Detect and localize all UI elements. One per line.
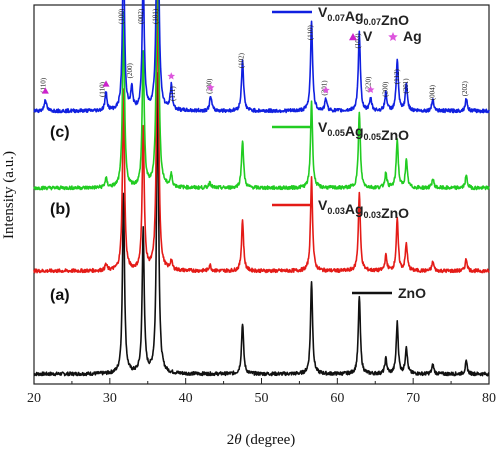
peak-label: (110) [99,81,107,97]
x-tick-label: 40 [179,391,193,406]
ag-marker [366,85,375,94]
ag-legend-marker [388,32,398,42]
x-axis-label: 2θ (degree) [227,432,296,448]
peak-label: (004) [428,84,436,100]
v-legend-marker [349,33,357,41]
series-v003-line [33,0,490,274]
panel-label-zno: (a) [50,287,70,304]
legend-label-v007: V0.07Ag0.07ZnO [318,4,409,28]
peak-label: (101) [152,8,160,24]
series-v005-line [33,0,490,191]
panel-label-v003: (b) [50,201,70,218]
peak-label: (112) [393,69,401,85]
peak-label: (301) [321,80,329,96]
x-tick-label: 60 [330,391,344,406]
panel-label-layer: (a) (b) (c) [50,124,70,304]
panel-label-v005: (c) [50,124,70,141]
y-axis-label: Intensity (a.u.) [1,151,17,239]
peak-label: (103) [354,33,362,49]
peak-label-layer: (110) (110) (100) (200) (002) (101) (111) (200)… [39,8,469,101]
peak-label: (201) [402,78,410,94]
peak-label: (220) [365,76,373,92]
x-tick-label: 70 [406,391,420,406]
legend-label-v003: V0.03Ag0.03ZnO [318,197,409,221]
plot-frame [33,4,490,385]
series-layer [33,0,490,377]
series-zno-line [33,72,490,377]
legend-label-zno: ZnO [398,285,426,301]
ag-marker [167,72,176,80]
ag-marker [206,83,215,91]
x-tick-label: 80 [482,391,496,406]
v-marker [102,80,110,87]
series-v007-line [33,0,490,114]
legend-label-v005: V0.05Ag0.05ZnO [318,119,409,143]
peak-label: (200) [126,62,134,78]
peak-label: (100) [117,8,125,24]
legend-layer: ZnO V0.03Ag0.03ZnO V0.05Ag0.05ZnO V0.07Ag0.… [272,4,426,301]
x-tick-label: 30 [103,391,117,406]
x-axis-label-post: (degree) [242,432,296,448]
ag-legend-label: Ag [403,28,422,44]
peak-label: (200) [381,81,389,97]
ag-marker [322,86,330,94]
peak-label: (200) [205,78,213,94]
peak-label: (102) [237,52,245,68]
x-tick-label: 20 [27,391,41,406]
v-legend-label: V [363,28,373,44]
marker-layer: V Ag [41,28,422,94]
peak-label: (002) [137,8,145,24]
v-marker [41,87,49,94]
x-tick-label: 50 [255,391,269,406]
peak-label: (110) [306,24,314,40]
peak-label: (110) [39,77,47,93]
peak-label: (111) [169,86,177,101]
x-axis-label-theta: θ [234,432,242,448]
peak-label: (202) [461,80,469,96]
x-axis-label-pre: 2 [227,432,235,448]
x-axis: 20 30 40 50 60 70 80 [27,378,496,406]
